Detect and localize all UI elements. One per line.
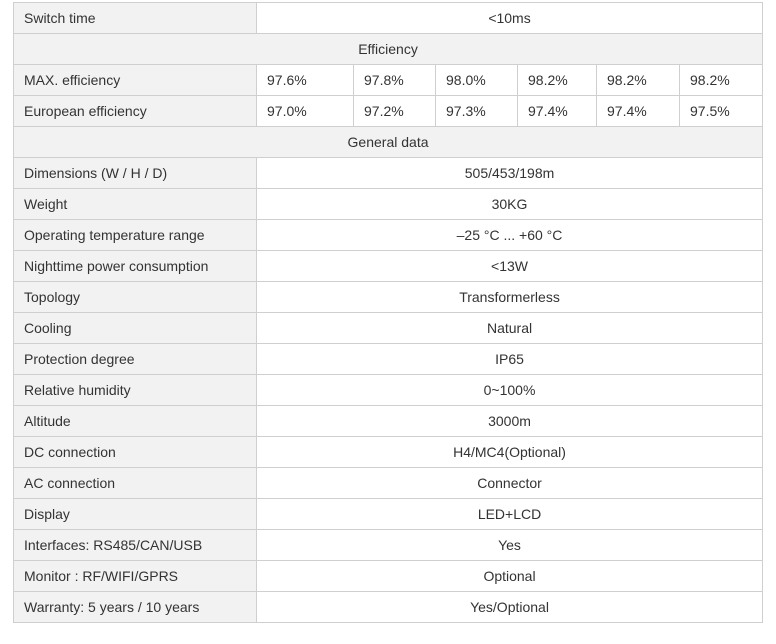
row-label: DC connection <box>13 436 257 468</box>
table-row: Protection degree IP65 <box>13 343 764 375</box>
row-value: 505/453/198m <box>255 157 764 189</box>
table-cell: 97.4% <box>517 95 597 127</box>
table-row-european-efficiency: European efficiency 97.0% 97.2% 97.3% 97… <box>13 95 764 127</box>
table-row: DC connection H4/MC4(Optional) <box>13 436 764 468</box>
row-value: Optional <box>255 560 764 592</box>
row-value: –25 °C ... +60 °C <box>255 219 764 251</box>
table-row-switch-time: Switch time <10ms <box>13 2 764 34</box>
row-value: 30KG <box>255 188 764 220</box>
row-value: 0~100% <box>255 374 764 406</box>
table-row: Monitor : RF/WIFI/GPRS Optional <box>13 560 764 592</box>
table-cell: 97.4% <box>596 95 680 127</box>
row-label: Dimensions (W / H / D) <box>13 157 257 189</box>
row-label: Monitor : RF/WIFI/GPRS <box>13 560 257 592</box>
section-header-general-data: General data <box>12 126 764 158</box>
row-label: AC connection <box>13 467 257 499</box>
row-value: Transformerless <box>255 281 764 313</box>
row-label: Switch time <box>13 2 257 34</box>
table-row: Operating temperature range –25 °C ... +… <box>13 219 764 251</box>
row-label: Relative humidity <box>13 374 257 406</box>
row-value: <13W <box>255 250 764 282</box>
table-row: Altitude 3000m <box>13 405 764 437</box>
row-label: Operating temperature range <box>13 219 257 251</box>
row-label: MAX. efficiency <box>13 64 257 96</box>
table-cell: 98.2% <box>678 64 764 96</box>
row-value: <10ms <box>255 2 764 34</box>
row-label: Interfaces: RS485/CAN/USB <box>13 529 257 561</box>
table-cell: 97.3% <box>435 95 518 127</box>
table-cell: 97.0% <box>256 95 354 127</box>
table-row: Display LED+LCD <box>13 498 764 530</box>
section-header-efficiency: Efficiency <box>12 33 764 65</box>
table-cell: 98.2% <box>517 64 597 96</box>
row-value: IP65 <box>255 343 764 375</box>
section-title: Efficiency <box>12 33 764 65</box>
table-row: Topology Transformerless <box>13 281 764 313</box>
table-cell: 97.5% <box>678 95 764 127</box>
table-cell: 97.2% <box>353 95 436 127</box>
table-row-max-efficiency: MAX. efficiency 97.6% 97.8% 98.0% 98.2% … <box>13 64 764 96</box>
table-row: Interfaces: RS485/CAN/USB Yes <box>13 529 764 561</box>
table-cell: 97.8% <box>353 64 436 96</box>
table-row: Warranty: 5 years / 10 years Yes/Optiona… <box>13 591 764 623</box>
row-value: Yes <box>255 529 764 561</box>
row-value: H4/MC4(Optional) <box>255 436 764 468</box>
row-label: Nighttime power consumption <box>13 250 257 282</box>
row-value: Connector <box>255 467 764 499</box>
spec-table: Switch time <10ms Efficiency MAX. effici… <box>12 2 764 623</box>
row-label: Cooling <box>13 312 257 344</box>
row-label: Weight <box>13 188 257 220</box>
row-value: 3000m <box>255 405 764 437</box>
table-cell: 98.0% <box>435 64 518 96</box>
table-row: Dimensions (W / H / D) 505/453/198m <box>13 157 764 189</box>
row-value: Natural <box>255 312 764 344</box>
table-row: AC connection Connector <box>13 467 764 499</box>
table-row: Nighttime power consumption <13W <box>13 250 764 282</box>
row-label: Warranty: 5 years / 10 years <box>13 591 257 623</box>
row-label: Protection degree <box>13 343 257 375</box>
row-label: Altitude <box>13 405 257 437</box>
row-label: European efficiency <box>13 95 257 127</box>
table-cell: 98.2% <box>596 64 680 96</box>
section-title: General data <box>12 126 764 158</box>
row-label: Topology <box>13 281 257 313</box>
table-row: Cooling Natural <box>13 312 764 344</box>
table-row: Weight 30KG <box>13 188 764 220</box>
table-row: Relative humidity 0~100% <box>13 374 764 406</box>
table-cell: 97.6% <box>256 64 354 96</box>
row-label: Display <box>13 498 257 530</box>
row-value: Yes/Optional <box>255 591 764 623</box>
row-value: LED+LCD <box>255 498 764 530</box>
